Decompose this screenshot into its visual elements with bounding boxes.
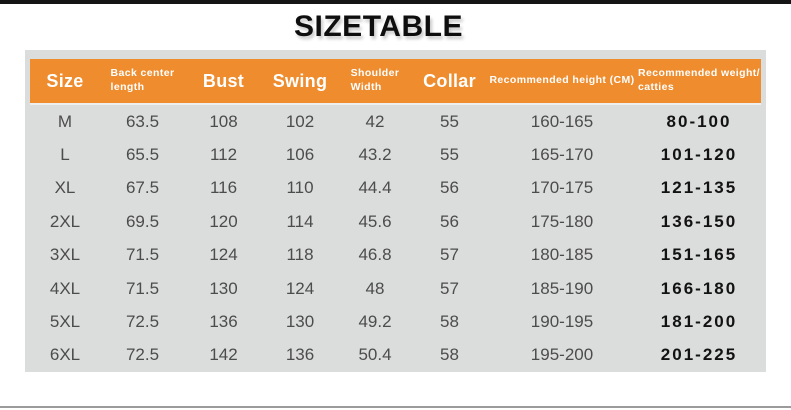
cell-collar: 55 xyxy=(440,111,459,131)
table-row: 2XL 69.5 120 114 45.6 56 175-180 136-150 xyxy=(30,205,761,238)
table-body: M 63.5 108 102 42 55 160-165 80-100 L 65.5 112 106 4… xyxy=(25,105,766,372)
cell-shoulder-width: 45.6 xyxy=(358,211,392,231)
cell-recommended-height: 170-175 xyxy=(530,178,594,198)
cell-back-center-length: 65.5 xyxy=(125,145,160,165)
cell-swing: 136 xyxy=(285,345,315,365)
cell-recommended-height: 175-180 xyxy=(530,211,594,231)
bottom-divider-line xyxy=(0,406,791,408)
cell-recommended-weight: 121-135 xyxy=(660,178,738,198)
cell-bust: 136 xyxy=(209,311,238,331)
top-border-bar xyxy=(0,0,791,4)
cell-recommended-height: 190-195 xyxy=(530,311,594,331)
cell-recommended-weight: 166-180 xyxy=(660,278,738,298)
cell-shoulder-width: 49.2 xyxy=(358,311,392,331)
cell-recommended-weight: 80-100 xyxy=(666,111,732,131)
cell-back-center-length: 69.5 xyxy=(125,211,160,231)
cell-bust: 124 xyxy=(209,245,238,265)
cell-swing: 130 xyxy=(285,311,315,331)
cell-shoulder-width: 43.2 xyxy=(358,145,392,165)
cell-back-center-length: 71.5 xyxy=(125,278,160,298)
size-table-card: Size Back center length Bust Swing Shoulder Wi… xyxy=(25,50,766,372)
cell-back-center-length: 71.5 xyxy=(125,245,160,265)
cell-recommended-height: 195-200 xyxy=(530,345,594,365)
cell-size: 5XL xyxy=(49,311,81,331)
table-row: M 63.5 108 102 42 55 160-165 80-100 xyxy=(30,105,761,138)
cell-collar: 58 xyxy=(440,345,459,365)
cell-size: 6XL xyxy=(49,345,81,365)
cell-collar: 58 xyxy=(440,311,459,331)
cell-shoulder-width: 42 xyxy=(365,111,385,131)
header-cell-recommended-height: Recommended height (CM) xyxy=(489,74,635,87)
cell-shoulder-width: 46.8 xyxy=(358,245,392,265)
header-cell-swing: Swing xyxy=(272,70,328,91)
cell-shoulder-width: 48 xyxy=(365,278,385,298)
cell-bust: 116 xyxy=(209,178,238,198)
cell-shoulder-width: 44.4 xyxy=(358,178,392,198)
cell-collar: 57 xyxy=(440,245,459,265)
cell-collar: 56 xyxy=(440,211,459,231)
cell-recommended-weight: 136-150 xyxy=(660,211,738,231)
cell-back-center-length: 67.5 xyxy=(125,178,160,198)
header-cell-shoulder-width: Shoulder Width xyxy=(350,67,400,93)
cell-collar: 55 xyxy=(440,145,459,165)
cell-size: XL xyxy=(54,178,76,198)
table-row: 3XL 71.5 124 118 46.8 57 180-185 151-165 xyxy=(30,239,761,272)
cell-bust: 108 xyxy=(209,111,238,131)
cell-recommended-height: 160-165 xyxy=(530,111,594,131)
header-cell-bust: Bust xyxy=(202,70,245,91)
cell-swing: 102 xyxy=(285,111,315,131)
header-cell-size: Size xyxy=(46,70,84,91)
cell-collar: 56 xyxy=(440,178,459,198)
cell-back-center-length: 72.5 xyxy=(125,311,160,331)
cell-size: 3XL xyxy=(49,245,81,265)
cell-size: M xyxy=(57,111,73,131)
header-cell-recommended-weight: Recommended weight/catties xyxy=(638,67,760,93)
cell-bust: 130 xyxy=(209,278,238,298)
cell-collar: 57 xyxy=(440,278,459,298)
header-cell-back-center-length: Back center length xyxy=(110,67,175,93)
cell-swing: 124 xyxy=(285,278,315,298)
cell-back-center-length: 63.5 xyxy=(125,111,160,131)
cell-recommended-weight: 101-120 xyxy=(660,145,738,165)
cell-recommended-height: 185-190 xyxy=(530,278,594,298)
cell-bust: 120 xyxy=(209,211,238,231)
table-row: L 65.5 112 106 43.2 55 165-170 101-120 xyxy=(30,138,761,171)
page-title: SIZETABLE xyxy=(294,10,463,43)
table-row: 4XL 71.5 130 124 48 57 185-190 166-180 xyxy=(30,272,761,305)
cell-recommended-weight: 181-200 xyxy=(660,311,738,331)
header-cell-collar: Collar xyxy=(423,70,476,91)
cell-swing: 106 xyxy=(285,145,315,165)
cell-bust: 142 xyxy=(209,345,238,365)
cell-recommended-height: 180-185 xyxy=(530,245,594,265)
table-row: XL 67.5 116 110 44.4 56 170-175 121-135 xyxy=(30,172,761,205)
table-row: 5XL 72.5 136 130 49.2 58 190-195 181-200 xyxy=(30,305,761,338)
cell-swing: 118 xyxy=(286,245,314,265)
cell-swing: 110 xyxy=(286,178,314,198)
cell-shoulder-width: 50.4 xyxy=(358,345,392,365)
cell-size: 2XL xyxy=(49,211,81,231)
cell-size: L xyxy=(60,145,70,165)
cell-recommended-weight: 151-165 xyxy=(660,245,738,265)
cell-bust: 112 xyxy=(209,145,238,165)
cell-recommended-weight: 201-225 xyxy=(660,345,738,365)
table-header-row: Size Back center length Bust Swing Shoulder Wi… xyxy=(30,59,761,105)
table-row: 6XL 72.5 142 136 50.4 58 195-200 201-225 xyxy=(30,339,761,372)
cell-back-center-length: 72.5 xyxy=(125,345,160,365)
cell-recommended-height: 165-170 xyxy=(530,145,594,165)
cell-size: 4XL xyxy=(49,278,81,298)
cell-swing: 114 xyxy=(286,211,314,231)
